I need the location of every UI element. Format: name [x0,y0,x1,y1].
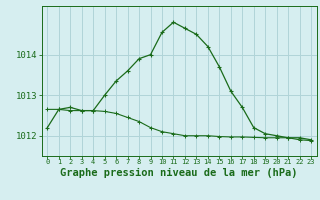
X-axis label: Graphe pression niveau de la mer (hPa): Graphe pression niveau de la mer (hPa) [60,168,298,178]
